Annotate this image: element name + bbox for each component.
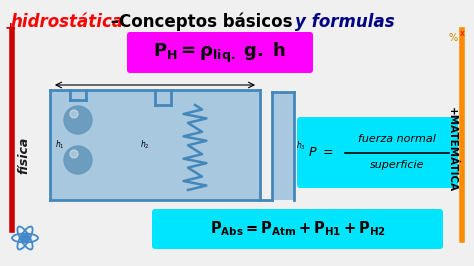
- Text: $h_2$: $h_2$: [140, 139, 150, 151]
- Text: +: +: [4, 21, 16, 35]
- Bar: [70, 90, 86, 100]
- Text: hidrostática: hidrostática: [10, 13, 123, 31]
- Text: %: %: [448, 33, 457, 43]
- Text: –Conceptos básicos: –Conceptos básicos: [105, 13, 298, 31]
- Text: x: x: [459, 28, 465, 38]
- Text: fuerza normal: fuerza normal: [358, 135, 436, 144]
- FancyBboxPatch shape: [127, 32, 313, 73]
- Circle shape: [70, 150, 78, 158]
- Text: $h_1$: $h_1$: [55, 139, 65, 151]
- Bar: [50, 90, 260, 200]
- FancyBboxPatch shape: [297, 117, 458, 188]
- Text: $\mathbf{P_H = \rho_{liq.}\ g.\ h}$: $\mathbf{P_H = \rho_{liq.}\ g.\ h}$: [154, 40, 287, 65]
- Text: física: física: [18, 136, 30, 174]
- Circle shape: [21, 234, 29, 242]
- Text: $h_3$: $h_3$: [296, 140, 306, 152]
- Text: superficie: superficie: [370, 160, 424, 171]
- Bar: [155, 90, 171, 105]
- FancyBboxPatch shape: [152, 209, 443, 249]
- Text: $\mathbf{P_{Abs} = P_{Atm} + P_{H1} + P_{H2}}$: $\mathbf{P_{Abs} = P_{Atm} + P_{H1} + P_…: [210, 220, 385, 238]
- Text: y formulas: y formulas: [295, 13, 395, 31]
- Text: +MATEMÁTICA: +MATEMÁTICA: [447, 107, 457, 193]
- Circle shape: [64, 106, 92, 134]
- Text: $P\ =$: $P\ =$: [308, 146, 333, 159]
- Circle shape: [64, 146, 92, 174]
- Circle shape: [70, 110, 78, 118]
- Bar: [272, 92, 294, 200]
